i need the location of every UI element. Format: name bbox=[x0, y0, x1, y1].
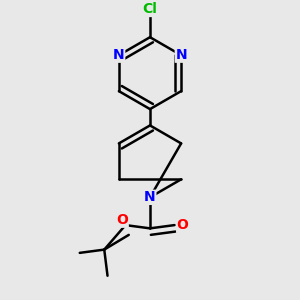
Text: O: O bbox=[177, 218, 189, 232]
Text: O: O bbox=[116, 213, 128, 227]
Text: N: N bbox=[144, 190, 156, 204]
Text: N: N bbox=[113, 48, 125, 62]
Text: N: N bbox=[175, 48, 187, 62]
Text: Cl: Cl bbox=[142, 2, 158, 16]
